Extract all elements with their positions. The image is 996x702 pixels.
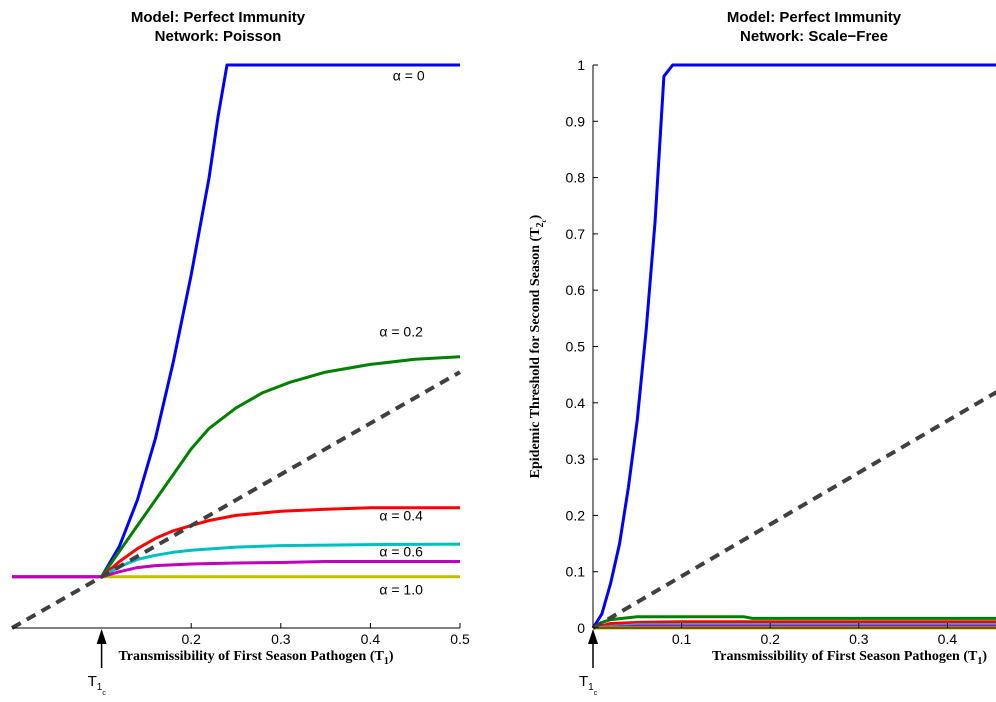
chart-scale-free: Model: Perfect Immunity Network: Scale−Fr…: [528, 9, 996, 697]
alpha-annotation: α = 1.0: [379, 582, 423, 598]
series-line-1: [12, 355, 461, 579]
x-axis-label: Transmissibility of First Season Pathoge…: [712, 649, 987, 667]
y-tick-label: 0.4: [566, 395, 586, 411]
critical-threshold-marker: T1c: [88, 629, 107, 697]
x-tick-label: 0.3: [271, 631, 291, 647]
y-tick-label: 0.5: [566, 339, 586, 355]
x-tick-label: 0.5: [450, 631, 470, 647]
chart-subtitle: Network: Scale−Free: [740, 28, 888, 45]
axes: [592, 65, 996, 629]
x-tick-label: 0.1: [672, 631, 692, 647]
x-tick-label: 0.2: [181, 631, 201, 647]
series-line-0: [12, 63, 460, 579]
series-line-1: [592, 615, 996, 630]
y-tick-label: 0.1: [566, 564, 586, 580]
x-tick-label: 0.4: [938, 631, 958, 647]
arrow-up-icon: [588, 629, 598, 644]
critical-threshold-marker: T1c: [579, 629, 598, 697]
chart-subtitle: Network: Poisson: [155, 28, 282, 45]
series-line-3: [12, 542, 461, 579]
x-tick-label: 0.4: [361, 631, 381, 647]
chart-title: Model: Perfect Immunity: [131, 9, 306, 26]
y-tick-label: 0: [577, 620, 585, 636]
y-tick-label: 0.6: [566, 282, 586, 298]
y-axis-label: Epidemic Threshold for Second Season (T2…: [528, 214, 548, 478]
chart-poisson: Model: Perfect Immunity Network: Poisson 0…: [11, 9, 470, 697]
alpha-annotation: α = 0.4: [379, 508, 423, 524]
y-tick-label: 0.7: [566, 226, 586, 242]
alpha-annotation: α = 0.6: [379, 543, 423, 559]
y-tick-label: 0.8: [566, 170, 586, 186]
x-tick-label: 0.2: [760, 631, 780, 647]
y-tick-label: 0.2: [566, 507, 586, 523]
reference-diagonal-dashed: [11, 370, 461, 630]
critical-threshold-label: T1c: [88, 673, 107, 697]
critical-threshold-label: T1c: [579, 673, 598, 697]
arrow-up-icon: [96, 629, 107, 644]
alpha-annotation: α = 0.2: [379, 323, 423, 339]
y-tick-label: 1: [577, 57, 585, 73]
x-axis-label: Transmissibility of First Season Pathoge…: [118, 649, 393, 667]
chart-title: Model: Perfect Immunity: [727, 9, 902, 26]
alpha-annotation: α = 0: [393, 67, 425, 83]
series-line-5: [12, 560, 460, 579]
series-line-0: [591, 63, 996, 629]
reference-diagonal-dashed: [591, 390, 996, 630]
y-tick-label: 0.9: [566, 113, 586, 129]
x-tick-label: 0.3: [849, 631, 869, 647]
series-line-2: [592, 620, 996, 630]
y-tick-label: 0.3: [566, 451, 586, 467]
